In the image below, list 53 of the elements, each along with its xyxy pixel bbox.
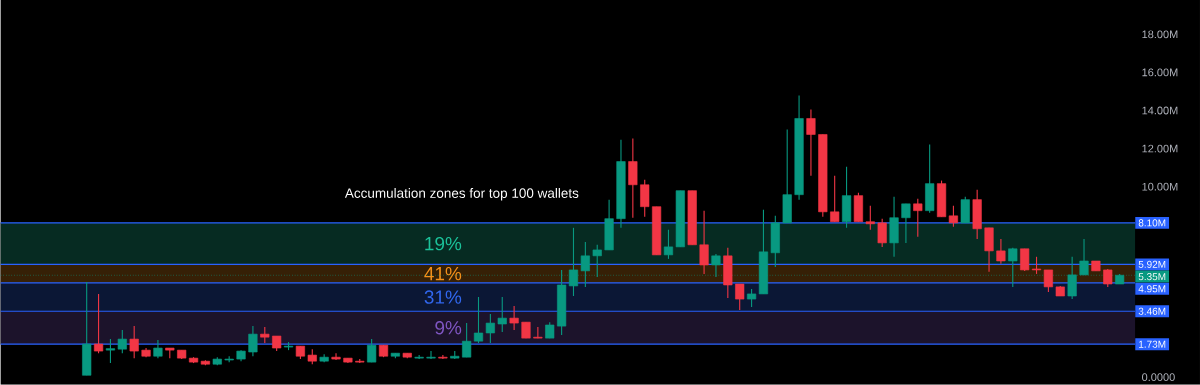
band-label: 41% — [424, 267, 462, 281]
candlestick — [913, 198, 923, 238]
y-tick-label: 16.00M — [1142, 68, 1178, 77]
candlestick — [901, 203, 911, 244]
candlestick — [960, 196, 970, 224]
candlestick — [1020, 248, 1030, 272]
candlestick — [806, 109, 816, 177]
candlestick — [331, 352, 341, 361]
candlestick — [747, 288, 757, 308]
ref-line-label: 5.35M — [1138, 273, 1166, 281]
candlestick — [996, 238, 1006, 265]
candlestick — [367, 338, 377, 363]
candlestick — [830, 175, 840, 223]
y-tick-label: 10.00M — [1142, 182, 1178, 191]
ref-line-label: 5.92M — [1138, 260, 1166, 269]
candlestick — [663, 229, 674, 260]
candlestick — [93, 293, 104, 354]
candlestick — [509, 305, 519, 331]
candlestick — [426, 350, 436, 360]
y-tick-label: 14.00M — [1142, 106, 1178, 115]
candlestick — [117, 329, 127, 354]
ref-line-label: 1.73M — [1139, 340, 1166, 348]
candlestick — [628, 138, 638, 219]
candlestick — [533, 326, 543, 339]
annotation: Accumulation zones for top 100 wallets — [344, 188, 579, 201]
candlestick — [1008, 247, 1018, 288]
ref-line-label: 4.95M — [1138, 285, 1166, 293]
candlestick — [129, 325, 139, 359]
candlestick — [105, 338, 116, 364]
candlestick — [735, 283, 745, 311]
candlestick — [414, 354, 424, 360]
candlestick — [438, 354, 448, 360]
y-tick-label: 12.00M — [1142, 144, 1178, 153]
band-label: 19% — [425, 237, 462, 251]
candlestick — [984, 227, 994, 273]
candlestick — [473, 296, 484, 344]
band-label: 31% — [424, 290, 462, 304]
y-tick-label: 0.0000 — [1142, 373, 1175, 382]
candlestick — [153, 339, 163, 359]
candlestick — [497, 296, 507, 333]
candlestick — [485, 313, 495, 344]
candlestick — [248, 325, 258, 357]
y-tick-label: 18.00M — [1142, 30, 1178, 39]
candlestick — [865, 205, 875, 231]
ref-line-label: 8.10M — [1138, 219, 1166, 227]
ref-line-label: 3.46M — [1138, 307, 1166, 315]
candlestick — [640, 179, 650, 218]
candlestick — [699, 210, 709, 275]
band-label: 9% — [435, 321, 462, 335]
candlestick — [948, 205, 958, 228]
candlestick — [462, 322, 472, 358]
candlestick — [1043, 269, 1053, 293]
candlestick — [877, 218, 887, 248]
